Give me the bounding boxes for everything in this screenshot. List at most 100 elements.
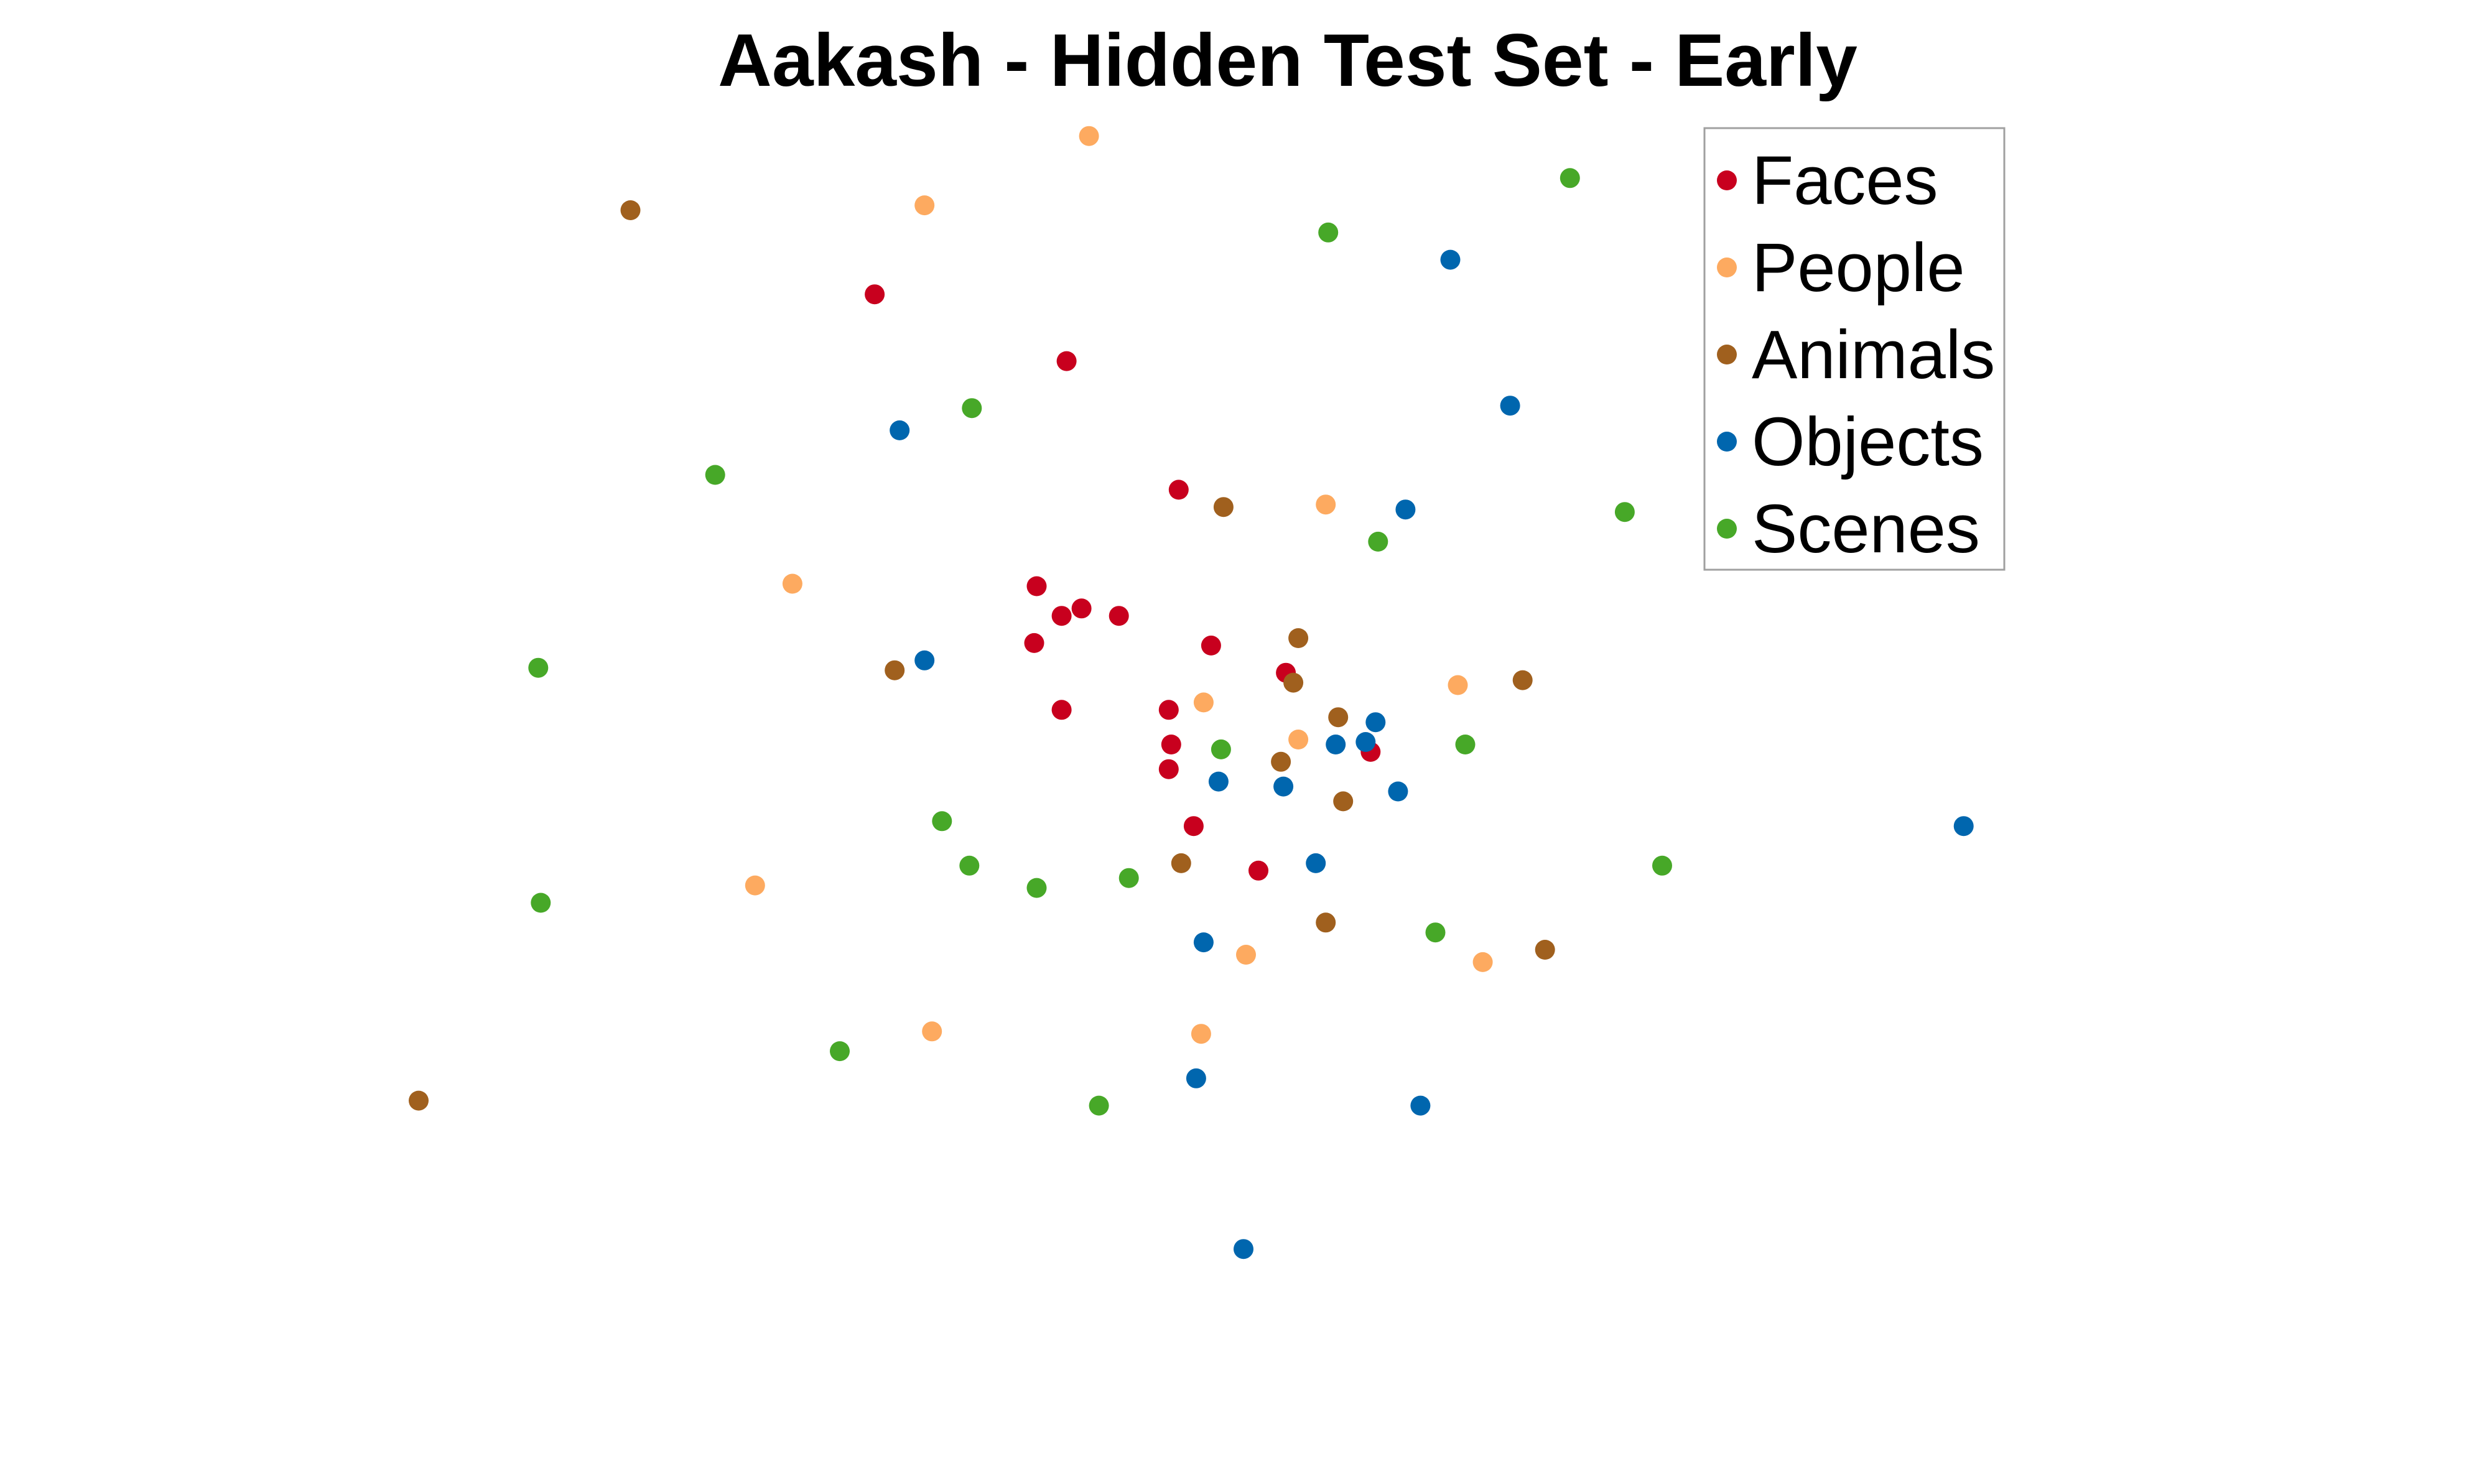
chart-title: Aakash - Hidden Test Set - Early: [718, 19, 1857, 102]
point-objects-3: [890, 420, 910, 440]
data-points: [409, 126, 1974, 1259]
point-scenes-8: [1211, 739, 1231, 759]
point-objects-2: [1500, 396, 1520, 416]
series-animals: [409, 200, 1555, 1111]
point-people-3: [782, 573, 802, 594]
point-objects-16: [1234, 1239, 1253, 1259]
point-animals-0: [620, 200, 641, 220]
point-scenes-0: [1560, 168, 1580, 188]
point-animals-2: [1288, 628, 1309, 648]
point-faces-1: [1056, 351, 1077, 371]
point-objects-14: [1186, 1068, 1206, 1088]
legend-label-objects: Objects: [1752, 404, 1984, 480]
point-scenes-2: [962, 398, 982, 419]
point-objects-8: [1208, 771, 1229, 792]
point-faces-16: [1248, 860, 1268, 881]
point-scenes-13: [1652, 855, 1672, 876]
legend-item-people: People: [1717, 230, 1965, 306]
point-objects-13: [1193, 932, 1214, 953]
point-scenes-10: [959, 855, 980, 876]
legend-marker-people: [1717, 257, 1737, 277]
point-people-6: [1288, 730, 1309, 749]
point-people-5: [1448, 675, 1468, 695]
point-scenes-11: [1118, 868, 1139, 888]
point-objects-15: [1410, 1095, 1431, 1116]
series-scenes: [528, 168, 1672, 1116]
point-people-1: [914, 195, 935, 216]
point-animals-12: [409, 1090, 429, 1111]
point-faces-12: [1158, 759, 1179, 779]
point-objects-0: [1440, 249, 1461, 270]
point-animals-7: [1271, 751, 1291, 772]
point-people-2: [1316, 494, 1336, 515]
point-people-8: [1236, 945, 1256, 965]
series-objects: [890, 249, 1974, 1259]
point-scenes-16: [830, 1041, 850, 1062]
point-faces-6: [1109, 606, 1129, 626]
point-faces-15: [1183, 816, 1204, 837]
point-scenes-12: [1026, 878, 1047, 898]
point-animals-3: [885, 660, 905, 680]
point-faces-8: [1201, 635, 1221, 656]
point-scenes-17: [1089, 1095, 1109, 1116]
legend-item-faces: Faces: [1717, 142, 1938, 219]
point-scenes-7: [1455, 735, 1476, 754]
point-animals-6: [1328, 707, 1349, 728]
point-faces-11: [1161, 735, 1181, 754]
legend-marker-animals: [1717, 345, 1737, 364]
legend-marker-faces: [1717, 170, 1737, 190]
point-faces-4: [1051, 606, 1072, 626]
point-faces-0: [865, 284, 885, 305]
point-animals-11: [1316, 912, 1336, 933]
legend-item-scenes: Scenes: [1717, 491, 1980, 567]
legend-label-animals: Animals: [1752, 317, 1995, 393]
legend: Faces People Animals Objects Scenes: [1703, 127, 2006, 571]
point-objects-10: [1388, 781, 1408, 802]
point-people-11: [1191, 1024, 1211, 1044]
legend-item-animals: Animals: [1717, 317, 1995, 393]
point-scenes-3: [705, 465, 725, 485]
point-animals-5: [1512, 670, 1533, 690]
point-scenes-6: [528, 657, 549, 678]
point-animals-10: [1535, 940, 1555, 960]
point-scenes-4: [1614, 502, 1635, 522]
point-faces-3: [1026, 576, 1047, 596]
point-people-9: [1472, 952, 1493, 972]
legend-box: [1703, 127, 2006, 571]
point-objects-11: [1306, 853, 1326, 873]
point-objects-7: [1326, 735, 1346, 754]
point-scenes-1: [1318, 222, 1339, 243]
legend-label-people: People: [1752, 230, 1965, 306]
series-people: [745, 126, 1493, 1044]
point-objects-4: [914, 650, 935, 670]
point-faces-9: [1051, 700, 1072, 720]
point-objects-6: [1355, 732, 1376, 752]
point-animals-4: [1283, 672, 1304, 693]
point-faces-2: [1168, 480, 1189, 500]
point-objects-12: [1953, 816, 1974, 837]
point-animals-8: [1333, 791, 1354, 812]
point-objects-5: [1365, 712, 1386, 733]
point-animals-9: [1171, 853, 1191, 873]
point-faces-5: [1071, 598, 1092, 619]
point-people-10: [922, 1021, 942, 1042]
point-people-0: [1079, 126, 1099, 146]
legend-marker-scenes: [1717, 519, 1737, 539]
legend-label-scenes: Scenes: [1752, 491, 1980, 567]
legend-label-faces: Faces: [1752, 142, 1938, 219]
point-people-4: [1193, 692, 1214, 713]
point-scenes-14: [531, 893, 551, 913]
legend-items: Faces People Animals Objects Scenes: [1717, 142, 1995, 567]
point-faces-10: [1158, 700, 1179, 720]
point-objects-9: [1273, 776, 1294, 797]
point-objects-1: [1395, 499, 1416, 520]
point-people-7: [745, 875, 765, 896]
legend-marker-objects: [1717, 432, 1737, 452]
point-faces-7: [1024, 633, 1044, 653]
series-faces: [865, 284, 1381, 881]
point-scenes-15: [1425, 922, 1446, 943]
point-animals-1: [1213, 497, 1234, 517]
legend-item-objects: Objects: [1717, 404, 1984, 480]
